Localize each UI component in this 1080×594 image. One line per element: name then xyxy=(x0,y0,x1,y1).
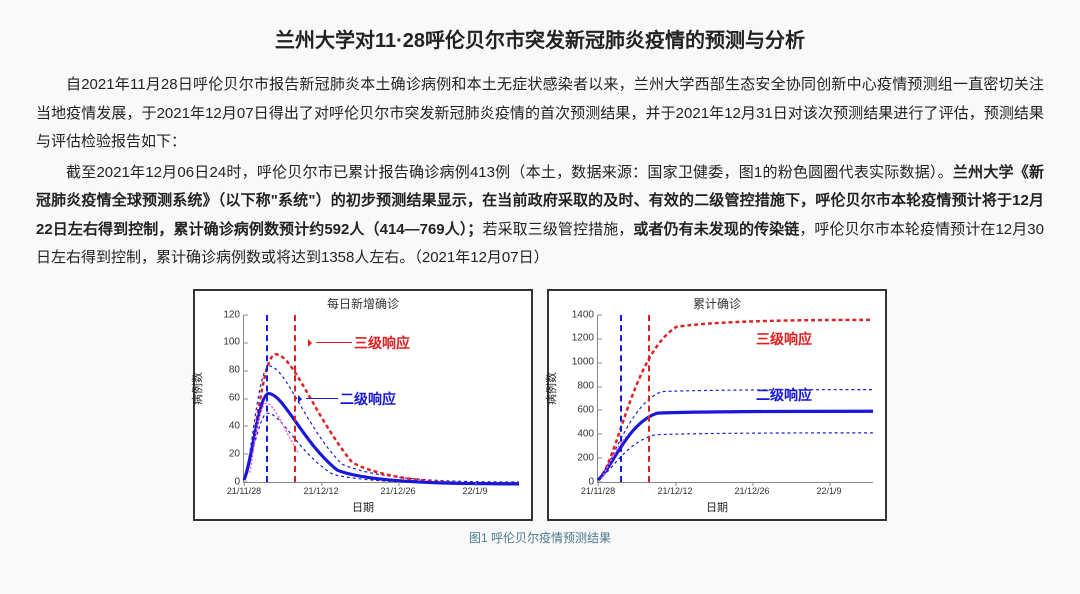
ytick: 800 xyxy=(577,381,598,392)
ytick: 400 xyxy=(577,428,598,439)
p2-seg-c: 若采取三级管控措施， xyxy=(482,221,633,238)
xtick: 22/1/9 xyxy=(816,482,841,496)
ytick: 1000 xyxy=(572,357,598,368)
chart-left-plot: 三级响应 二级响应 02040608010012021/11/2821/12/1… xyxy=(243,315,519,483)
chart-left-xlabel: 日期 xyxy=(195,499,531,515)
chart-left-ann-l2: 二级响应 xyxy=(340,389,396,409)
prediction-vline xyxy=(294,315,296,482)
ytick: 600 xyxy=(577,404,598,415)
arrow-icon xyxy=(316,342,352,343)
ytick: 1400 xyxy=(572,309,598,320)
prediction-vline xyxy=(648,315,650,482)
prediction-vline xyxy=(620,315,622,482)
chart-right-title: 累计确诊 xyxy=(549,295,885,312)
ytick: 20 xyxy=(229,448,244,459)
paragraph-1: 自2021年11月28日呼伦贝尔市报告新冠肺炎本土确诊病例和本土无症状感染者以来… xyxy=(36,71,1044,157)
charts-row: 每日新增确诊 病例数 日期 三级响应 二级响应 0204060801001202… xyxy=(36,289,1044,521)
chart-right-ylabel: 病例数 xyxy=(543,372,559,405)
ytick: 80 xyxy=(229,365,244,376)
ytick: 60 xyxy=(229,393,244,404)
ytick: 120 xyxy=(223,309,244,320)
chart-right-curves xyxy=(598,315,873,484)
chart-daily-new: 每日新增确诊 病例数 日期 三级响应 二级响应 0204060801001202… xyxy=(193,289,533,521)
chart-right-ann-l2: 二级响应 xyxy=(756,385,812,405)
page-title: 兰州大学对11·28呼伦贝尔市突发新冠肺炎疫情的预测与分析 xyxy=(36,24,1044,53)
ytick: 200 xyxy=(577,452,598,463)
paragraph-2: 截至2021年12月06日24时，呼伦贝尔市已累计报告确诊病例413例（本土，数… xyxy=(36,159,1044,273)
ytick: 100 xyxy=(223,337,244,348)
chart-right-xlabel: 日期 xyxy=(549,499,885,515)
p2-seg-a: 截至2021年12月06日24时，呼伦贝尔市已累计报告确诊病例413例（本土，数… xyxy=(66,164,953,181)
p2-seg-d: 或者仍有未发现的传染链 xyxy=(633,221,799,238)
figure-caption: 图1 呼伦贝尔疫情预测结果 xyxy=(36,529,1044,546)
xtick: 21/12/26 xyxy=(380,482,415,496)
chart-left-ann-l3: 三级响应 xyxy=(354,333,410,353)
xtick: 21/12/26 xyxy=(734,482,769,496)
xtick: 21/12/12 xyxy=(303,482,338,496)
xtick: 21/12/12 xyxy=(657,482,692,496)
ytick: 1200 xyxy=(572,333,598,344)
arrow-icon xyxy=(306,398,338,399)
ytick: 40 xyxy=(229,420,244,431)
chart-right-plot: 三级响应 二级响应 020040060080010001200140021/11… xyxy=(597,315,873,483)
xtick: 21/11/28 xyxy=(581,482,615,496)
xtick: 22/1/9 xyxy=(462,482,487,496)
xtick: 21/11/28 xyxy=(227,482,261,496)
chart-left-ylabel: 病例数 xyxy=(189,372,205,405)
chart-left-title: 每日新增确诊 xyxy=(195,295,531,312)
chart-right-ann-l3: 三级响应 xyxy=(756,329,812,349)
chart-cumulative: 累计确诊 病例数 日期 三级响应 二级响应 020040060080010001… xyxy=(547,289,887,521)
prediction-vline xyxy=(266,315,268,482)
